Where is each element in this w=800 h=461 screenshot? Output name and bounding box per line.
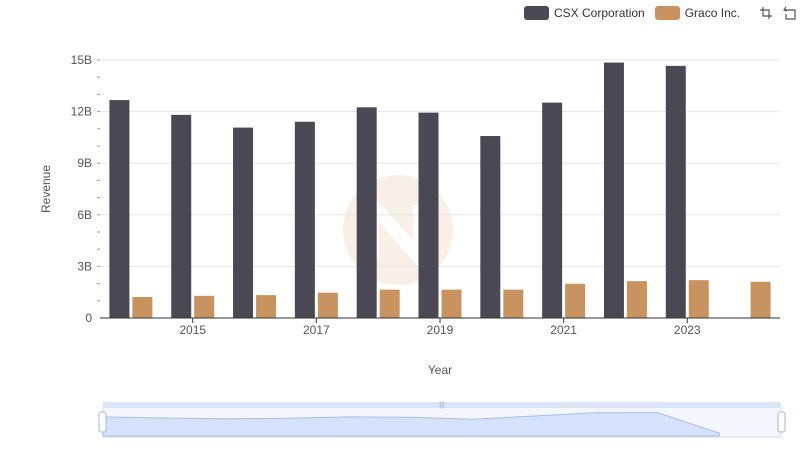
- bar-csx-2021[interactable]: [542, 102, 563, 318]
- axes: [100, 317, 780, 323]
- slider-right-handle[interactable]: [777, 411, 786, 433]
- x-tick-label: 2019: [427, 323, 454, 337]
- bar-csx-2023[interactable]: [665, 65, 686, 319]
- legend: CSX Corporation Graco Inc.: [524, 4, 798, 22]
- bars-group: [109, 62, 771, 319]
- y-minor-ticks: [97, 59, 100, 302]
- legend-swatch-graco: [654, 6, 680, 20]
- bar-graco-2019[interactable]: [441, 289, 462, 318]
- bar-graco-2021[interactable]: [565, 283, 586, 318]
- bar-graco-2018[interactable]: [379, 289, 400, 318]
- legend-item-csx[interactable]: CSX Corporation: [524, 6, 645, 20]
- bar-graco-2015[interactable]: [194, 295, 215, 318]
- legend-swatch-csx: [524, 6, 549, 20]
- legend-item-graco[interactable]: Graco Inc.: [654, 6, 741, 20]
- slider-preview-area: [102, 412, 720, 437]
- legend-label-graco: Graco Inc.: [684, 6, 741, 20]
- slider-left-handle[interactable]: [98, 411, 107, 433]
- bar-graco-2014[interactable]: [132, 297, 153, 318]
- legend-label-csx: CSX Corporation: [554, 6, 645, 20]
- x-axis-title: Year: [428, 363, 452, 377]
- y-tick-label: 9B: [77, 156, 92, 170]
- bar-graco-2016[interactable]: [256, 295, 277, 318]
- bar-csx-2014[interactable]: [109, 100, 130, 319]
- y-tick-label: 12B: [71, 105, 92, 119]
- y-axis-title: Revenue: [39, 165, 53, 213]
- y-tick-label: 15B: [71, 53, 92, 67]
- bar-graco-2023[interactable]: [688, 280, 709, 318]
- bar-graco-2017[interactable]: [317, 292, 338, 318]
- bar-csx-2017[interactable]: [294, 121, 315, 318]
- bar-csx-2016[interactable]: [233, 127, 254, 318]
- bar-graco-2024[interactable]: [750, 281, 771, 318]
- x-tick-label: 2015: [179, 323, 206, 337]
- bar-graco-2020[interactable]: [503, 289, 524, 318]
- bar-csx-2020[interactable]: [480, 136, 501, 318]
- zoom-select-icon[interactable]: [758, 5, 774, 21]
- slider-grip-icon[interactable]: |||: [439, 402, 445, 409]
- zoom-reset-icon[interactable]: [782, 5, 798, 21]
- y-tick-labels: 0 3B 6B 9B 12B 15B: [71, 53, 93, 325]
- bar-csx-2018[interactable]: [356, 107, 377, 318]
- bar-csx-2015[interactable]: [171, 114, 192, 318]
- y-tick-label: 0: [85, 311, 92, 325]
- x-tick-label: 2023: [674, 323, 701, 337]
- bar-csx-2019[interactable]: [418, 112, 439, 319]
- y-tick-label: 3B: [77, 259, 92, 273]
- y-tick-label: 6B: [77, 208, 92, 222]
- x-tick-labels: 2015 2017 2019 2021 2023: [179, 323, 701, 337]
- x-tick-label: 2017: [303, 323, 330, 337]
- x-tick-label: 2021: [550, 323, 577, 337]
- data-zoom-slider[interactable]: |||: [98, 402, 786, 438]
- bar-graco-2022[interactable]: [626, 281, 647, 318]
- bar-csx-2022[interactable]: [603, 62, 624, 318]
- slider-top-bar[interactable]: [103, 402, 781, 408]
